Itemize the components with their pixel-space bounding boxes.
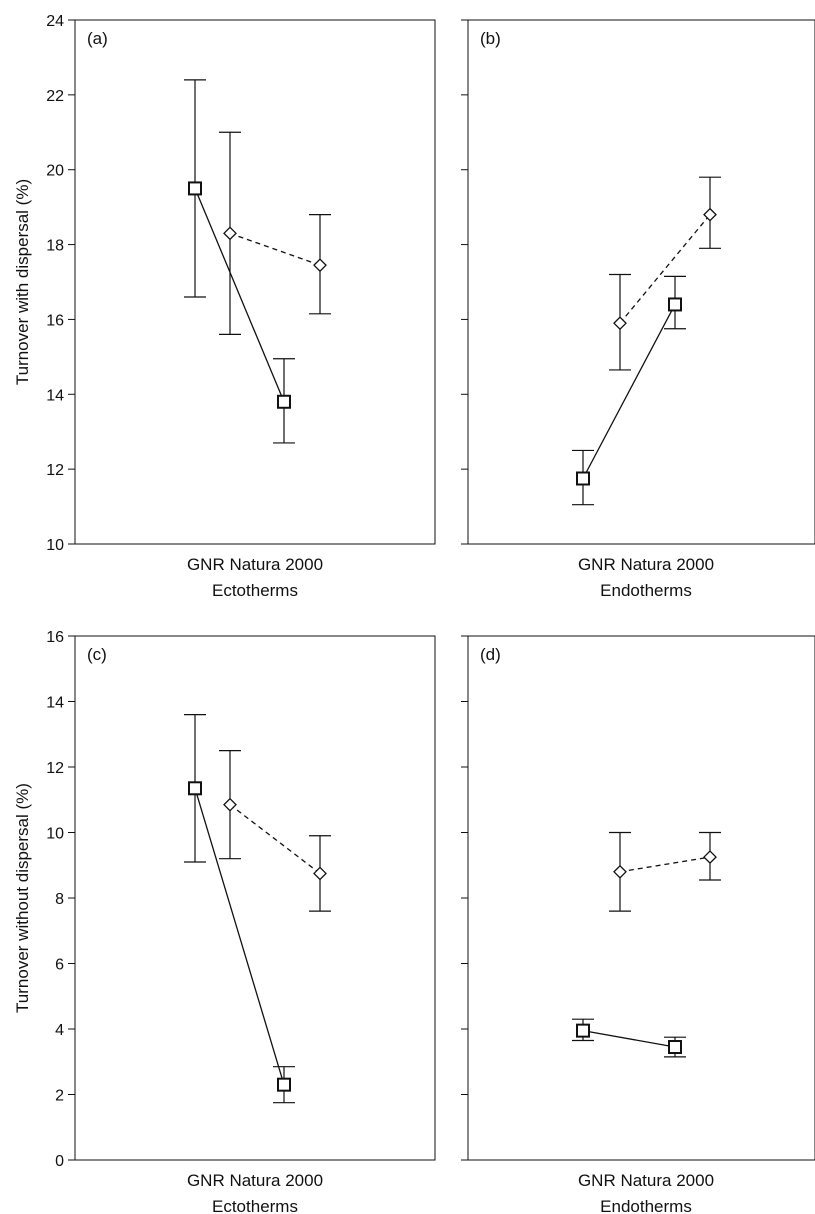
x-category-label: GNR Natura 2000 xyxy=(578,555,714,574)
x-group-label: Ectotherms xyxy=(212,1197,298,1214)
y-tick-label: 10 xyxy=(46,537,64,554)
dashed-series-line xyxy=(229,804,321,874)
square-marker xyxy=(576,471,590,486)
y-tick-label: 8 xyxy=(55,891,64,908)
x-group-label: Endotherms xyxy=(600,581,692,600)
panel-frame xyxy=(74,19,436,545)
y-tick-label: 24 xyxy=(46,13,64,30)
solid-series-line xyxy=(582,304,676,479)
y-tick-label: 12 xyxy=(46,462,64,479)
diamond-marker xyxy=(223,797,237,812)
square-marker xyxy=(277,394,291,409)
diamond-marker xyxy=(703,850,717,864)
y-tick-label: 14 xyxy=(46,387,64,404)
panel-letter: (a) xyxy=(87,29,108,48)
y-tick-label: 12 xyxy=(46,760,64,777)
square-marker xyxy=(576,1023,590,1038)
panel-frame xyxy=(467,635,815,1161)
x-group-label: Ectotherms xyxy=(212,581,298,600)
y-tick-label: 4 xyxy=(55,1022,64,1039)
panel-letter: (d) xyxy=(480,645,501,664)
diamond-marker xyxy=(313,258,327,273)
panel-letter: (b) xyxy=(480,29,501,48)
y-tick-label: 0 xyxy=(55,1153,64,1170)
dashed-series-line xyxy=(619,214,711,324)
square-marker xyxy=(668,297,682,312)
y-tick-label: 16 xyxy=(46,312,64,329)
diamond-marker xyxy=(703,207,717,222)
solid-series-line xyxy=(194,788,285,1085)
solid-series-line xyxy=(194,188,285,403)
x-group-label: Endotherms xyxy=(600,1197,692,1214)
solid-series-line xyxy=(582,1029,676,1048)
square-marker xyxy=(668,1040,682,1055)
diamond-marker xyxy=(223,226,237,241)
dashed-series-line xyxy=(229,232,321,266)
square-marker xyxy=(277,1077,291,1092)
diamond-marker xyxy=(313,866,327,881)
square-marker xyxy=(188,781,202,796)
x-category-label: GNR Natura 2000 xyxy=(578,1171,714,1190)
y-tick-label: 18 xyxy=(46,238,64,255)
x-category-label: GNR Natura 2000 xyxy=(187,555,323,574)
y-tick-label: 2 xyxy=(55,1088,64,1105)
y-axis-title: Turnover without dispersal (%) xyxy=(13,783,32,1013)
dashed-series-line xyxy=(619,856,711,873)
y-tick-label: 22 xyxy=(46,88,64,105)
square-marker xyxy=(188,181,202,196)
y-tick-label: 20 xyxy=(46,163,64,180)
y-tick-label: 6 xyxy=(55,957,64,974)
y-tick-label: 10 xyxy=(46,826,64,843)
panel-frame xyxy=(74,635,436,1161)
y-axis-title: Turnover with dispersal (%) xyxy=(13,179,32,385)
diamond-marker xyxy=(613,864,627,879)
y-tick-label: 16 xyxy=(46,629,64,646)
x-category-label: GNR Natura 2000 xyxy=(187,1171,323,1190)
panel-letter: (c) xyxy=(87,645,107,664)
y-tick-label: 14 xyxy=(46,695,64,712)
diamond-marker xyxy=(613,316,627,331)
panel-frame xyxy=(467,19,815,545)
